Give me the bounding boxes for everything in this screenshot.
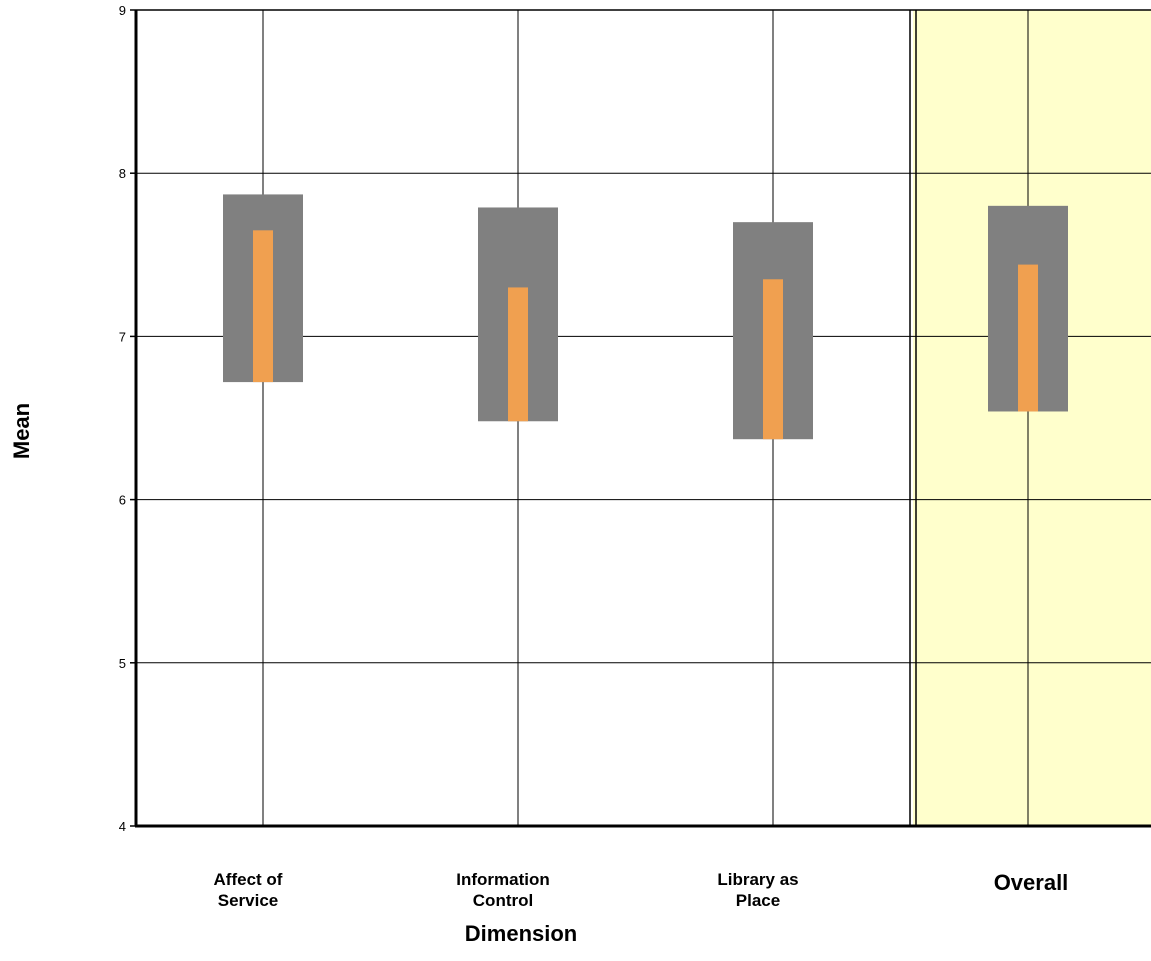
x-category-label: Place (736, 891, 780, 910)
x-category-label: Information (456, 870, 550, 889)
x-axis-title: Dimension (465, 921, 577, 946)
y-tick-label: 8 (119, 166, 126, 181)
y-tick-label: 5 (119, 656, 126, 671)
range-bar-inner (763, 279, 783, 440)
x-category-label: Overall (994, 870, 1069, 895)
x-category-label: Control (473, 891, 533, 910)
range-bar-inner (508, 287, 528, 422)
range-bar-inner (253, 230, 273, 383)
range-bar-inner (1018, 264, 1038, 412)
y-axis-title: Mean (9, 403, 34, 459)
x-category-label: Library as (717, 870, 798, 889)
y-tick-label: 7 (119, 329, 126, 344)
y-tick-label: 9 (119, 3, 126, 18)
y-tick-label: 6 (119, 493, 126, 508)
x-category-label: Service (218, 891, 279, 910)
x-category-label: Affect of (214, 870, 283, 889)
overall-highlight-region (913, 10, 1151, 826)
y-tick-label: 4 (119, 819, 126, 834)
